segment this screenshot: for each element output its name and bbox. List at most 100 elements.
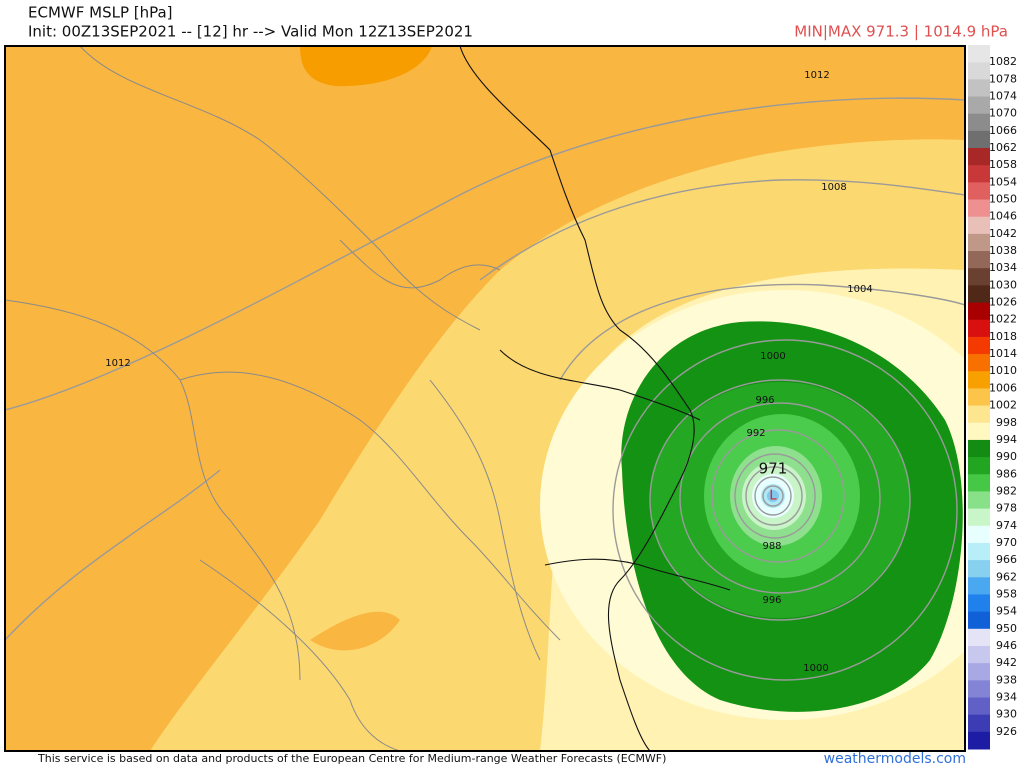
colorbar-swatch bbox=[968, 62, 990, 80]
colorbar-label: 1050 bbox=[989, 193, 1017, 206]
colorbar-label: 938 bbox=[996, 673, 1017, 686]
colorbar-swatch bbox=[968, 405, 990, 424]
colorbar-swatch bbox=[968, 628, 990, 647]
colorbar-label: 926 bbox=[996, 725, 1017, 738]
field-1018 bbox=[300, 46, 432, 87]
field-1014-patch bbox=[310, 611, 400, 651]
colorbar-label: 990 bbox=[996, 450, 1017, 463]
colorbar-label: 998 bbox=[996, 416, 1017, 429]
contour-label: 1008 bbox=[821, 182, 846, 193]
colorbar-swatch bbox=[968, 508, 990, 527]
colorbar-swatch bbox=[968, 422, 990, 441]
colorbar-swatch bbox=[968, 542, 990, 561]
colorbar-label: 1026 bbox=[989, 296, 1017, 309]
border bbox=[5, 299, 301, 681]
isobar bbox=[745, 466, 803, 526]
isobar bbox=[679, 402, 881, 594]
colorbar-swatch bbox=[968, 371, 990, 389]
colorbar-swatch bbox=[968, 611, 990, 630]
colorbar-swatch bbox=[968, 457, 990, 475]
contour-label: 1000 bbox=[803, 663, 828, 674]
isobar bbox=[762, 485, 784, 507]
colorbar-label: 974 bbox=[996, 519, 1017, 532]
colorbar-label: 942 bbox=[996, 656, 1017, 669]
colorbar-label: 954 bbox=[996, 605, 1017, 618]
colorbar-swatch bbox=[968, 148, 990, 166]
colorbar-label: 1018 bbox=[989, 330, 1017, 343]
colorbar-swatch bbox=[968, 182, 990, 201]
colorbar-label: 970 bbox=[996, 536, 1017, 549]
min-max: MIN|MAX 971.3 | 1014.9 hPa bbox=[794, 23, 1008, 41]
contour-label: 992 bbox=[746, 428, 765, 439]
colorbar-swatch bbox=[968, 714, 990, 733]
border bbox=[429, 379, 541, 661]
colorbar-swatch bbox=[968, 439, 990, 458]
colorbar-label: 1030 bbox=[989, 278, 1017, 291]
contour-label: 996 bbox=[762, 595, 781, 606]
colorbar-swatch bbox=[968, 251, 990, 269]
contour-label: 1012 bbox=[804, 70, 829, 81]
colorbar-swatch bbox=[968, 697, 990, 716]
colorbar-label: 1082 bbox=[989, 55, 1017, 68]
colorbar-swatch bbox=[968, 525, 990, 544]
colorbar-swatch bbox=[968, 285, 990, 304]
site-link[interactable]: weathermodels.com bbox=[824, 751, 966, 767]
low-marker: L bbox=[769, 489, 777, 504]
colorbar-label: 1014 bbox=[989, 347, 1017, 360]
colorbar-label: 1058 bbox=[989, 158, 1017, 171]
colorbar-label: 1010 bbox=[989, 364, 1017, 377]
colorbar-label: 1078 bbox=[989, 72, 1017, 85]
contour-label: 996 bbox=[755, 395, 774, 406]
colorbar-swatch bbox=[968, 96, 990, 115]
colorbar-swatch bbox=[968, 663, 990, 681]
border bbox=[79, 46, 481, 331]
low-value: 971 bbox=[759, 460, 788, 478]
contour-labels: 1012 1008 1004 1000 996 992 988 996 1000 1012 bbox=[105, 70, 872, 674]
border bbox=[339, 239, 501, 289]
isobar bbox=[612, 339, 958, 681]
colorbar-label: 930 bbox=[996, 708, 1017, 721]
colorbar-swatch bbox=[968, 233, 990, 252]
colorbar-swatch bbox=[968, 577, 990, 595]
map: 1012 1008 1004 1000 996 992 988 996 1000 1012 971… bbox=[4, 45, 966, 752]
colorbar-label: 1034 bbox=[989, 261, 1017, 274]
colorbar-swatch bbox=[968, 491, 990, 510]
contour-label: 1012 bbox=[105, 358, 130, 369]
field-970 bbox=[767, 490, 779, 502]
colorbar-label: 982 bbox=[996, 484, 1017, 497]
colorbar-label: 934 bbox=[996, 690, 1017, 703]
colorbar-swatch bbox=[968, 302, 990, 321]
colorbar-swatch bbox=[968, 113, 990, 132]
title: ECMWF MSLP [hPa] bbox=[28, 4, 173, 22]
colorbar-swatch bbox=[968, 336, 990, 355]
colorbar-label: 1006 bbox=[989, 381, 1017, 394]
colorbar-swatch bbox=[968, 165, 990, 183]
coast bbox=[459, 46, 695, 751]
contour-label: 988 bbox=[762, 541, 781, 552]
provinces bbox=[5, 46, 561, 751]
coast bbox=[544, 558, 731, 591]
border bbox=[179, 371, 561, 641]
isobar bbox=[559, 283, 965, 381]
colorbar-label: 1066 bbox=[989, 124, 1017, 137]
colorbar-label: 986 bbox=[996, 467, 1017, 480]
map-frame bbox=[4, 45, 966, 752]
contour-label: 1004 bbox=[847, 284, 872, 295]
isobar bbox=[711, 429, 845, 563]
colorbar-label: 1022 bbox=[989, 313, 1017, 326]
coastline bbox=[459, 46, 731, 751]
isobars bbox=[5, 97, 965, 681]
colorbar-label: 994 bbox=[996, 433, 1017, 446]
river bbox=[499, 349, 701, 421]
colorbar-label: 950 bbox=[996, 622, 1017, 635]
colorbar-swatch bbox=[968, 319, 990, 338]
isobar bbox=[479, 179, 965, 281]
isobar bbox=[734, 453, 816, 539]
credit: This service is based on data and produc… bbox=[37, 752, 666, 765]
colorbar-label: 1070 bbox=[989, 107, 1017, 120]
colorbar-swatch bbox=[968, 731, 990, 750]
colorbar-swatch bbox=[968, 130, 990, 149]
isobar bbox=[649, 379, 911, 621]
colorbar-label: 1046 bbox=[989, 210, 1017, 223]
